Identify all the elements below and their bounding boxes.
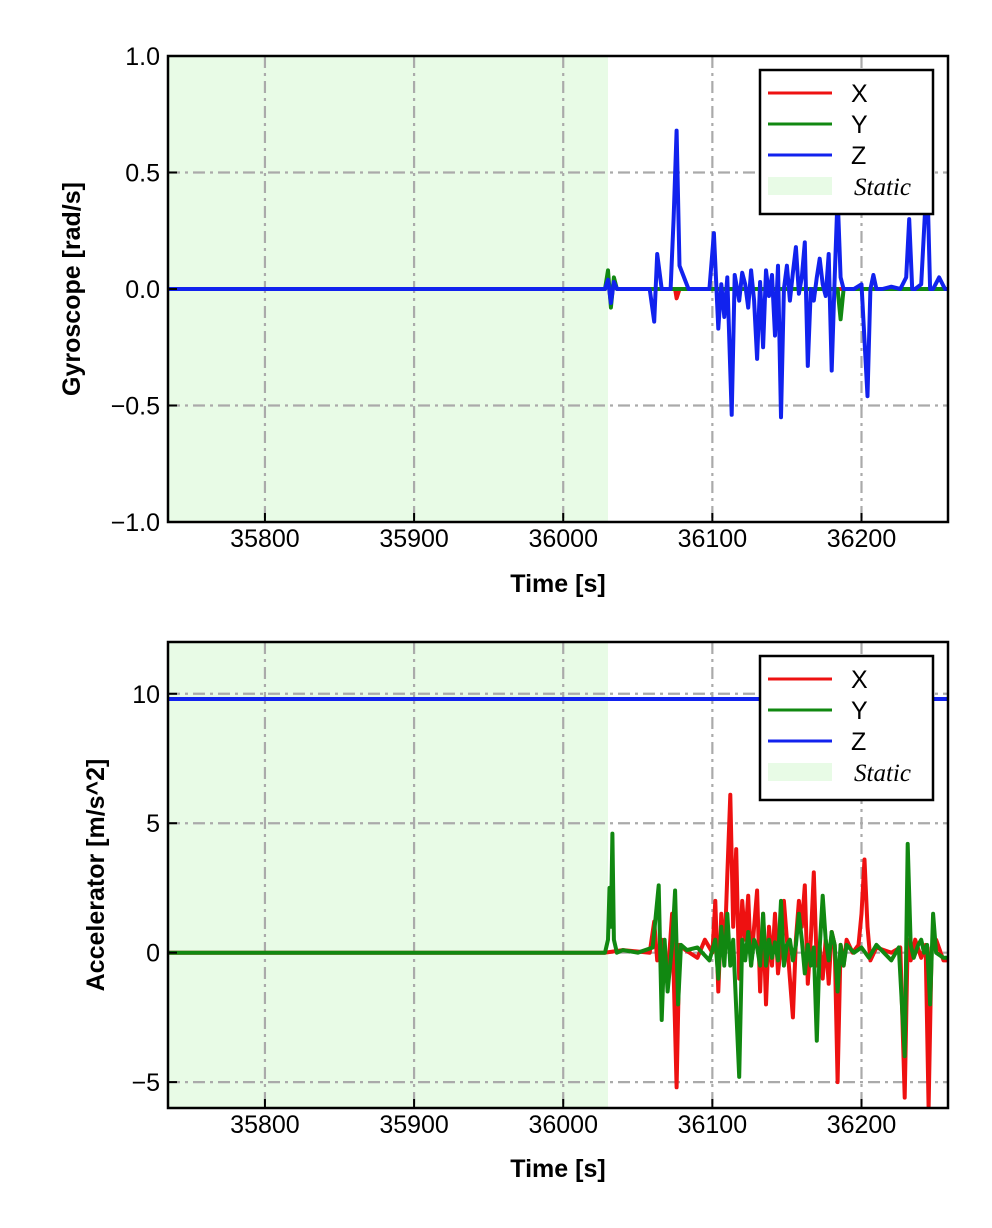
- series-group: [168, 128, 948, 420]
- legend-label-x: X: [851, 666, 868, 694]
- legend-label-static: Static: [854, 760, 911, 787]
- axis-ticks: 35800 35900 36000 36100 36200 −5 0 5 10: [131, 681, 896, 1139]
- x-tick-label: 36200: [827, 525, 897, 553]
- axis-ticks: 35800 35900 36000 36100 36200 −1.0 −0.5 0.0 0.5 1…: [111, 43, 897, 553]
- x-tick-label: 36100: [678, 525, 748, 553]
- y-tick-label: −1.0: [111, 509, 160, 537]
- legend-label-x: X: [851, 80, 868, 108]
- y-axis-label: Accelerator [m/s^2]: [82, 759, 110, 992]
- legend-label-z: Z: [851, 728, 866, 756]
- y-tick-label: 0: [146, 940, 160, 968]
- series-line-z: [168, 128, 948, 420]
- x-axis-label: Time [s]: [510, 1155, 605, 1183]
- x-axis-label: Time [s]: [510, 570, 605, 598]
- legend-label-z: Z: [851, 142, 866, 170]
- x-tick-label: 35900: [379, 525, 449, 553]
- legend: X Y Z Static: [758, 68, 935, 216]
- y-tick-label: 0.5: [125, 160, 160, 188]
- y-tick-label: 10: [132, 681, 160, 709]
- legend-swatch-static: [768, 177, 832, 195]
- legend-swatch-static: [768, 763, 832, 781]
- accelerator-chart-panel: 35800 35900 36000 36100 36200 −5 0 5 10 Time [s]…: [82, 640, 950, 1183]
- series-line-y: [168, 831, 948, 1079]
- legend-label-y: Y: [851, 111, 868, 139]
- legend-label-y: Y: [851, 697, 868, 725]
- x-tick-label: 36000: [528, 525, 598, 553]
- legend: X Y Z Static: [758, 654, 935, 802]
- y-tick-label: −5: [131, 1069, 160, 1097]
- x-tick-label: 35800: [230, 525, 300, 553]
- plot-frame: [166, 640, 950, 1110]
- gyroscope-chart-panel: 35800 35900 36000 36100 36200 −1.0 −0.5 0.0 0.5 1…: [58, 43, 950, 598]
- y-tick-label: 5: [146, 810, 160, 838]
- static-region: [168, 642, 608, 1108]
- y-axis-label: Gyroscope [rad/s]: [58, 182, 86, 396]
- y-tick-label: −0.5: [111, 393, 160, 421]
- x-tick-label: 36000: [528, 1111, 598, 1139]
- y-tick-label: 1.0: [125, 43, 160, 71]
- x-tick-label: 36100: [678, 1111, 748, 1139]
- y-tick-label: 0.0: [125, 276, 160, 304]
- x-tick-label: 36200: [827, 1111, 897, 1139]
- legend-label-static: Static: [854, 174, 911, 201]
- x-tick-label: 35900: [379, 1111, 449, 1139]
- x-tick-label: 35800: [230, 1111, 300, 1139]
